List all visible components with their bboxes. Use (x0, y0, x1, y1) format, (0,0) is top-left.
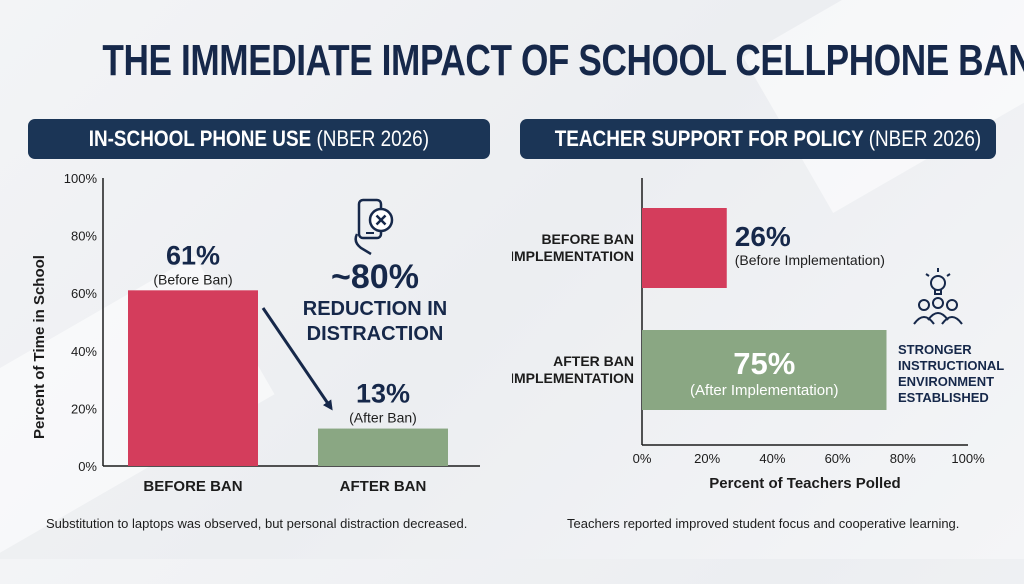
left-panel-source: (NBER 2026) (316, 126, 430, 151)
category-label: AFTER BAN (340, 478, 427, 495)
category-label: BEFORE BAN (143, 478, 242, 495)
bar (128, 290, 258, 466)
x-tick-label: 40% (759, 451, 785, 466)
outcome-label-line3: ENVIRONMENT (898, 374, 994, 389)
bar-sub-label: (Before Implementation) (735, 252, 885, 268)
x-tick-label: 60% (825, 451, 851, 466)
bar-value-label: 13% (356, 379, 410, 409)
bar-value-label: 75% (733, 346, 795, 381)
left-panel-banner: IN-SCHOOL PHONE USE (NBER 2026) (28, 119, 490, 159)
page-title: THE IMMEDIATE IMPACT OF SCHOOL CELLPHONE… (102, 36, 1024, 85)
x-tick-label: 0% (633, 451, 652, 466)
y-tick-label: 60% (71, 286, 97, 301)
x-tick-label: 80% (890, 451, 916, 466)
reduction-value: ~80% (331, 258, 419, 296)
outcome-label-line1: STRONGER (898, 342, 972, 357)
outcome-label-line2: INSTRUCTIONAL (898, 358, 1004, 373)
x-tick-label: 20% (694, 451, 720, 466)
left-footnote: Substitution to laptops was observed, bu… (46, 516, 468, 531)
x-axis-label: Percent of Teachers Polled (709, 475, 900, 492)
phone-cross-icon (354, 198, 394, 256)
team-lightbulb-icon (913, 268, 963, 325)
bar-sub-label: (After Ban) (349, 410, 417, 426)
category-label: IMPLEMENTATION (512, 370, 634, 386)
y-tick-label: 20% (71, 401, 97, 416)
bar (318, 428, 448, 466)
right-panel-banner: TEACHER SUPPORT FOR POLICY (NBER 2026) (520, 119, 996, 159)
y-tick-label: 80% (71, 229, 97, 244)
reduction-label-line1: REDUCTION IN (303, 298, 447, 320)
category-label: BEFORE BAN (541, 231, 634, 247)
decrease-arrow (261, 307, 333, 411)
bar-sub-label: (Before Ban) (153, 271, 232, 287)
category-label: AFTER BAN (553, 353, 634, 369)
bar (642, 330, 887, 410)
phone-use-bar-chart: Percent of Time in School 0% 20% 40% 60% 80%… (31, 171, 480, 495)
right-footnote: Teachers reported improved student focus… (567, 516, 960, 531)
x-tick-label: 100% (951, 451, 985, 466)
y-tick-label: 40% (71, 344, 97, 359)
bar (642, 208, 727, 288)
bar-sub-label: (After Implementation) (690, 382, 838, 399)
left-panel-heading: IN-SCHOOL PHONE USE (88, 126, 312, 151)
right-panel-heading: TEACHER SUPPORT FOR POLICY (554, 126, 864, 151)
y-axis-label: Percent of Time in School (31, 255, 48, 439)
right-panel-source: (NBER 2026) (868, 126, 982, 151)
outcome-label-line4: ESTABLISHED (898, 390, 989, 405)
reduction-label-line2: DISTRACTION (307, 323, 444, 345)
bar-value-label: 61% (166, 240, 220, 270)
y-tick-label: 100% (64, 171, 98, 186)
category-label: IMPLEMENTATION (512, 248, 634, 264)
y-tick-label: 0% (78, 459, 97, 474)
bar-value-label: 26% (735, 221, 791, 252)
